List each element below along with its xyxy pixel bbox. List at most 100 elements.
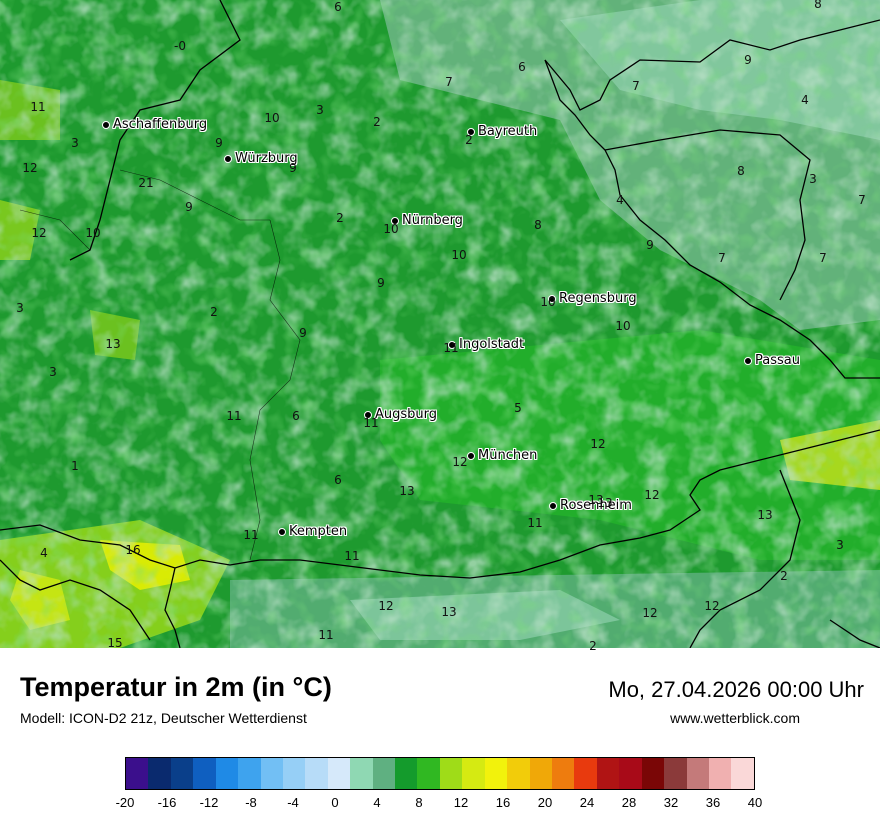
temperature-map[interactable] [0, 0, 880, 648]
temperature-value: 9 [744, 53, 752, 67]
temperature-value: 2 [210, 305, 218, 319]
temperature-value: 11 [527, 516, 543, 530]
city-dot-icon [744, 356, 752, 365]
temperature-value: 12 [378, 599, 394, 613]
city-marker-augsburg[interactable]: Augsburg [364, 407, 437, 422]
city-dot-icon [364, 410, 372, 419]
temperature-value: 11 [363, 416, 379, 430]
legend-swatch [686, 758, 709, 789]
temperature-value: 8 [737, 164, 745, 178]
temperature-value: 7 [718, 251, 726, 265]
legend-swatch [596, 758, 620, 789]
legend-swatch [484, 758, 508, 789]
city-marker-bayreuth[interactable]: Bayreuth [467, 124, 537, 139]
temperature-value: 11 [226, 409, 242, 423]
temperature-value: 9 [377, 276, 385, 290]
legend-tick-label: 16 [495, 795, 511, 810]
legend-swatch [260, 758, 283, 789]
legend-swatch [664, 758, 687, 789]
city-dot-icon [548, 294, 556, 303]
temperature-value: 3 [836, 538, 844, 552]
temperature-value: 15 [107, 636, 123, 650]
temperature-value: 7 [445, 75, 453, 89]
temperature-value: 11 [443, 341, 459, 355]
temperature-value: 6 [334, 473, 342, 487]
temperature-value: 11 [318, 628, 334, 642]
temperature-value: 5 [514, 401, 522, 415]
legend-tick-label: 24 [579, 795, 595, 810]
city-marker-ingolstadt[interactable]: Ingolstadt [448, 337, 524, 352]
temperature-value: 10 [264, 111, 280, 125]
city-marker-passau[interactable]: Passau [744, 353, 800, 368]
legend-tick-label: -8 [245, 795, 257, 810]
legend-swatch [305, 758, 328, 789]
city-label: Kempten [289, 524, 348, 539]
temperature-value: 3 [316, 103, 324, 117]
legend-swatch [238, 758, 261, 789]
legend-swatch [215, 758, 239, 789]
city-marker-würzburg[interactable]: Würzburg [224, 151, 298, 166]
legend-swatch [507, 758, 530, 789]
temperature-value: 4 [801, 93, 809, 107]
temperature-value: 13 [597, 496, 613, 510]
temperature-value: 11 [30, 100, 46, 114]
legend-swatch [439, 758, 463, 789]
city-dot-icon [278, 527, 286, 536]
legend-tick-label: -20 [115, 795, 135, 810]
temperature-value: 9 [299, 326, 307, 340]
legend-swatch [529, 758, 553, 789]
legend-tick-label: 4 [373, 795, 381, 810]
temperature-value: 16 [125, 543, 141, 557]
temperature-value: 3 [71, 136, 79, 150]
legend-swatch [126, 758, 149, 789]
temperature-value: 6 [334, 0, 342, 14]
temperature-value: 7 [858, 193, 866, 207]
temperature-value: 9 [185, 200, 193, 214]
map-background [0, 0, 880, 648]
city-dot-icon [448, 340, 456, 349]
temperature-value: 13 [757, 508, 773, 522]
city-label: Würzburg [235, 151, 298, 166]
legend-swatch [327, 758, 351, 789]
temperature-value: 12 [644, 488, 660, 502]
city-marker-aschaffenburg[interactable]: Aschaffenburg [102, 117, 207, 132]
legend-swatch [462, 758, 485, 789]
legend-tick-label: 36 [705, 795, 721, 810]
temperature-value: 12 [642, 606, 658, 620]
legend-tick-label: 0 [331, 795, 339, 810]
city-marker-regensburg[interactable]: Regensburg [548, 291, 637, 306]
city-marker-rosenheim[interactable]: Rosenheim [549, 498, 632, 513]
city-marker-nürnberg[interactable]: Nürnberg [391, 213, 463, 228]
temperature-value: 10 [540, 295, 556, 309]
temperature-value: -0 [174, 39, 186, 53]
temperature-value: 2 [465, 133, 473, 147]
temperature-value: 7 [632, 79, 640, 93]
legend-tick-label: 8 [415, 795, 423, 810]
temperature-value: 6 [292, 409, 300, 423]
temperature-value: 12 [452, 455, 468, 469]
temperature-value: 4 [40, 546, 48, 560]
city-label: Passau [755, 353, 800, 368]
legend-swatch [193, 758, 216, 789]
city-marker-kempten[interactable]: Kempten [278, 524, 347, 539]
legend-ticks: -20 -16 -12 -8 -4 0 4 8 12 16 20 24 28 32 36 40 [116, 795, 763, 811]
temperature-value: 3 [809, 172, 817, 186]
temperature-value: 2 [589, 639, 597, 653]
temperature-value: 10 [383, 222, 399, 236]
temperature-value: 10 [615, 319, 631, 333]
temperature-value: 6 [518, 60, 526, 74]
city-label: Nürnberg [402, 213, 463, 228]
legend-swatch [170, 758, 194, 789]
city-dot-icon [467, 451, 475, 460]
city-label: Ingolstadt [459, 337, 525, 352]
city-label: München [478, 448, 538, 463]
city-marker-münchen[interactable]: München [467, 448, 537, 463]
temperature-value: 1 [71, 459, 79, 473]
legend-tick-label: -12 [199, 795, 219, 810]
temperature-value: 12 [704, 599, 720, 613]
temperature-value: 2 [336, 211, 344, 225]
temperature-value: 11 [344, 549, 360, 563]
website-link[interactable]: www.wetterblick.com [670, 710, 800, 726]
temperature-value: 9 [646, 238, 654, 252]
district-lines [19, 169, 301, 561]
